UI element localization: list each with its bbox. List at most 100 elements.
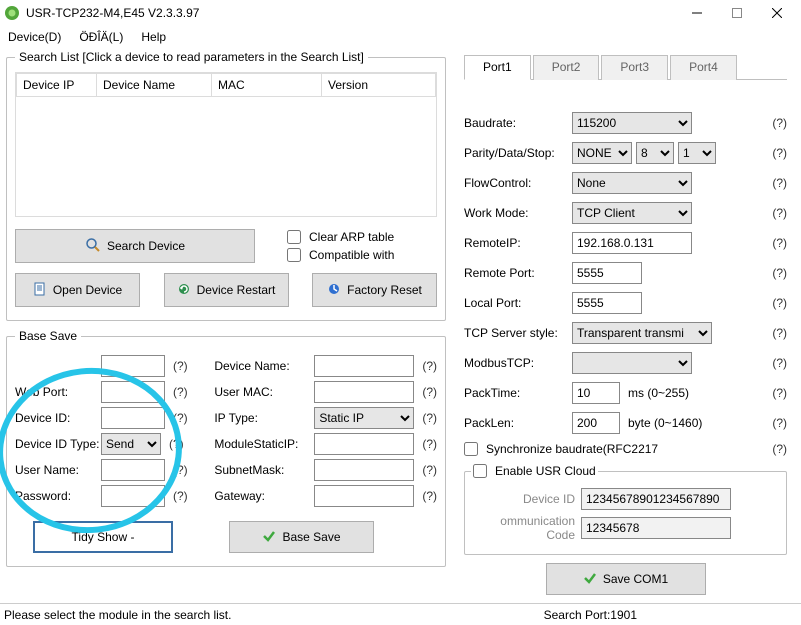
help-icon[interactable]: (?) <box>772 326 787 340</box>
remoteport-input[interactable] <box>572 262 642 284</box>
tab-port3[interactable]: Port3 <box>601 55 668 80</box>
help-icon[interactable]: (?) <box>772 386 787 400</box>
device-restart-button[interactable]: Device Restart <box>164 273 289 307</box>
clear-arp-checkbox[interactable]: Clear ARP table <box>287 230 394 244</box>
help-icon[interactable]: (?) <box>422 437 437 451</box>
remoteip-label: RemoteIP: <box>464 236 572 250</box>
help-icon[interactable]: (?) <box>772 206 787 220</box>
ip-input[interactable] <box>101 355 165 377</box>
static-ip-input[interactable] <box>314 433 414 455</box>
password-input[interactable] <box>101 485 165 507</box>
username-label: User Name: <box>15 463 101 477</box>
databits-select[interactable]: 8 <box>636 142 674 164</box>
save-com-button[interactable]: Save COM1 <box>546 563 706 595</box>
status-port: Search Port:1901 <box>544 608 637 622</box>
username-input[interactable] <box>101 459 165 481</box>
web-port-input[interactable] <box>101 381 165 403</box>
help-icon[interactable]: (?) <box>772 356 787 370</box>
title-bar: USR-TCP232-M4,E45 V2.3.3.97 <box>0 0 801 26</box>
col-version[interactable]: Version <box>322 74 436 97</box>
help-icon[interactable]: (?) <box>772 146 787 160</box>
remoteip-input[interactable] <box>572 232 692 254</box>
search-list-legend: Search List [Click a device to read para… <box>15 50 368 64</box>
sync-baudrate-checkbox[interactable]: Synchronize baudrate(RFC2217 <box>464 442 658 456</box>
help-icon[interactable]: (?) <box>422 359 437 373</box>
help-icon[interactable]: (?) <box>173 359 188 373</box>
gateway-input[interactable] <box>314 485 414 507</box>
stopbits-select[interactable]: 1 <box>678 142 716 164</box>
tcpserverstyle-select[interactable]: Transparent transmi <box>572 322 712 344</box>
close-button[interactable] <box>757 0 797 26</box>
help-icon[interactable]: (?) <box>173 411 188 425</box>
device-name-label: Device Name: <box>214 359 314 373</box>
device-name-input[interactable] <box>314 355 414 377</box>
app-icon <box>4 5 20 21</box>
help-icon[interactable]: (?) <box>422 463 437 477</box>
restart-icon <box>177 282 191 299</box>
menu-language[interactable]: ÖĐÎÄ(L) <box>77 28 125 46</box>
flowcontrol-select[interactable]: None <box>572 172 692 194</box>
device-id-label: Device ID: <box>15 411 101 425</box>
col-mac[interactable]: MAC <box>212 74 322 97</box>
remoteport-label: Remote Port: <box>464 266 572 280</box>
help-icon[interactable]: (?) <box>772 266 787 280</box>
user-mac-input[interactable] <box>314 381 414 403</box>
parity-select[interactable]: NONE <box>572 142 632 164</box>
ip-type-label: IP Type: <box>214 411 314 425</box>
cloud-commcode-label: ommunication Code <box>471 514 581 542</box>
help-icon[interactable]: (?) <box>772 236 787 250</box>
subnet-mask-input[interactable] <box>314 459 414 481</box>
device-id-type-select[interactable]: Send <box>101 433 161 455</box>
help-icon[interactable]: (?) <box>772 296 787 310</box>
usr-cloud-group: Enable USR Cloud Device ID ommunication … <box>464 464 787 555</box>
password-label: Password: <box>15 489 101 503</box>
workmode-select[interactable]: TCP Client <box>572 202 692 224</box>
packtime-input[interactable] <box>572 382 620 404</box>
col-device-ip[interactable]: Device IP <box>17 74 97 97</box>
menu-bar: Device(D) ÖĐÎÄ(L) Help <box>0 26 801 50</box>
tidy-show-button[interactable]: Tidy Show - <box>33 521 173 553</box>
menu-device[interactable]: Device(D) <box>6 28 63 46</box>
maximize-button[interactable] <box>717 0 757 26</box>
search-icon <box>85 237 101 256</box>
factory-reset-button[interactable]: Factory Reset <box>312 273 437 307</box>
compatible-checkbox[interactable]: Compatible with <box>287 248 394 262</box>
help-icon[interactable]: (?) <box>173 385 188 399</box>
open-device-button[interactable]: Open Device <box>15 273 140 307</box>
help-icon[interactable]: (?) <box>422 385 437 399</box>
device-id-input[interactable] <box>101 407 165 429</box>
help-icon[interactable]: (?) <box>772 116 787 130</box>
device-table[interactable]: Device IP Device Name MAC Version <box>15 72 437 217</box>
base-save-group: Base Save (?) Web Port:(?) Device ID:(?)… <box>6 329 446 567</box>
base-save-button[interactable]: Base Save <box>229 521 374 553</box>
help-icon[interactable]: (?) <box>173 463 188 477</box>
modbus-select[interactable] <box>572 352 692 374</box>
help-icon[interactable]: (?) <box>422 411 437 425</box>
cloud-commcode-input[interactable] <box>581 517 731 539</box>
help-icon[interactable]: (?) <box>173 489 188 503</box>
gateway-label: Gateway: <box>214 489 314 503</box>
tab-port2[interactable]: Port2 <box>533 55 600 80</box>
col-device-name[interactable]: Device Name <box>97 74 212 97</box>
tab-port4[interactable]: Port4 <box>670 55 737 80</box>
static-ip-label: ModuleStaticIP: <box>214 437 314 451</box>
menu-help[interactable]: Help <box>139 28 168 46</box>
cloud-deviceid-input[interactable] <box>581 488 731 510</box>
packlen-input[interactable] <box>572 412 620 434</box>
help-icon[interactable]: (?) <box>772 442 787 456</box>
tab-port1[interactable]: Port1 <box>464 55 531 80</box>
help-icon[interactable]: (?) <box>772 176 787 190</box>
localport-input[interactable] <box>572 292 642 314</box>
packtime-unit: ms (0~255) <box>628 386 689 400</box>
baudrate-select[interactable]: 115200 <box>572 112 692 134</box>
localport-label: Local Port: <box>464 296 572 310</box>
minimize-button[interactable] <box>677 0 717 26</box>
search-device-button[interactable]: Search Device <box>15 229 255 263</box>
ip-type-select[interactable]: Static IP <box>314 407 414 429</box>
help-icon[interactable]: (?) <box>169 437 184 451</box>
baudrate-label: Baudrate: <box>464 116 572 130</box>
enable-cloud-checkbox[interactable]: Enable USR Cloud <box>473 464 596 478</box>
help-icon[interactable]: (?) <box>772 416 787 430</box>
cloud-deviceid-label: Device ID <box>471 492 581 506</box>
help-icon[interactable]: (?) <box>422 489 437 503</box>
